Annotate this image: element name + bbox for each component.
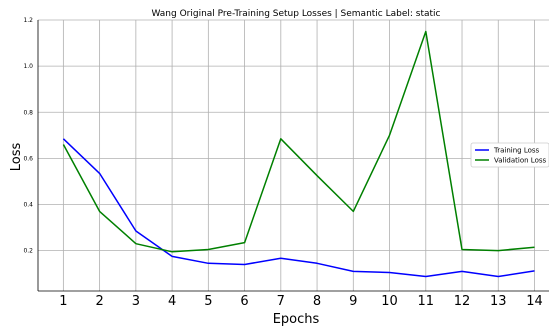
chart-title: Wang Original Pre-Training Setup Losses … bbox=[151, 9, 440, 19]
x-tick-label: 9 bbox=[349, 294, 357, 309]
x-tick-label: 7 bbox=[277, 294, 285, 309]
x-tick-label: 1 bbox=[59, 294, 67, 309]
x-tick-label: 14 bbox=[526, 294, 543, 309]
x-tick-label: 5 bbox=[204, 294, 212, 309]
y-tick-label: 0.8 bbox=[23, 109, 33, 116]
legend-label: Training Loss bbox=[493, 147, 540, 155]
x-tick-label: 10 bbox=[381, 294, 398, 309]
tick-labels: 1 2 3 4 5 6 7 8 9 10 11 12 13 140.20.40.60.81.01.2 bbox=[23, 17, 542, 309]
legend-box bbox=[470, 142, 549, 168]
x-tick-label: 8 bbox=[313, 294, 321, 309]
x-tick-label: 6 bbox=[240, 294, 248, 309]
y-tick-label: 1.0 bbox=[23, 63, 33, 70]
x-tick-label: 12 bbox=[454, 294, 471, 309]
y-axis-label: Loss bbox=[9, 143, 24, 172]
x-axis-label: Epochs bbox=[273, 312, 320, 327]
x-tick-label: 13 bbox=[490, 294, 507, 309]
x-tick-label: 2 bbox=[95, 294, 103, 309]
series-line-training-loss bbox=[62, 138, 535, 278]
y-tick-label: 0.6 bbox=[23, 155, 33, 162]
y-tick-label: 0.4 bbox=[23, 202, 33, 209]
y-tick-label: 1.2 bbox=[23, 17, 33, 24]
x-tick-label: 11 bbox=[418, 294, 435, 309]
x-tick-label: 3 bbox=[132, 294, 140, 309]
series-line-validation-loss bbox=[62, 30, 535, 253]
legend: Training Loss Validation Loss bbox=[470, 142, 549, 168]
series-layer bbox=[62, 30, 535, 278]
axes bbox=[37, 20, 549, 292]
x-tick-label: 4 bbox=[168, 294, 176, 309]
legend-label: Validation Loss bbox=[494, 157, 546, 165]
y-tick-label: 0.2 bbox=[23, 248, 33, 255]
